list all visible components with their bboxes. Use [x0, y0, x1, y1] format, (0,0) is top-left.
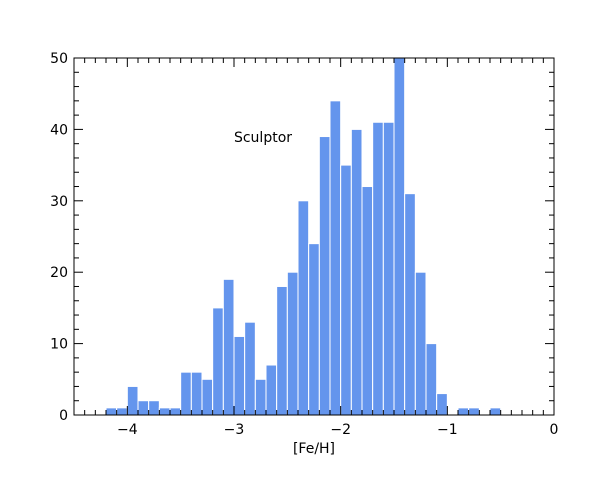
histogram-bar [350, 128, 363, 416]
ticks-group [73, 57, 555, 416]
histogram-bar [361, 186, 374, 416]
x-tick-label: −4 [117, 422, 138, 438]
histogram-bar [116, 407, 128, 416]
y-tick-label: 40 [50, 122, 68, 138]
histogram-bar [404, 193, 416, 416]
histogram-bar [340, 164, 352, 416]
x-tick-label: 0 [550, 422, 559, 438]
histogram-bar [308, 243, 320, 416]
histogram-bar [297, 200, 310, 416]
plot-frame [73, 57, 555, 416]
histogram-bar [276, 285, 288, 416]
histogram-bar [414, 271, 427, 416]
y-tick-label: 0 [59, 408, 68, 424]
histogram-bar [254, 378, 267, 416]
histogram-bar [393, 57, 406, 416]
histogram-bar [286, 271, 299, 416]
y-tick-label: 10 [50, 337, 68, 353]
histogram-bar [169, 407, 182, 416]
histogram-bar [126, 385, 139, 416]
histogram-bar [212, 307, 224, 416]
histogram-bar [457, 407, 470, 416]
histogram-bar [372, 121, 384, 416]
y-tick-label: 30 [50, 194, 68, 210]
histogram-bar [425, 343, 438, 416]
y-tick-label: 50 [50, 51, 68, 67]
bars-group [105, 57, 502, 416]
histogram-bar [180, 371, 192, 416]
histogram-bar [265, 364, 278, 416]
histogram-bar [148, 400, 160, 416]
histogram-bar [137, 400, 150, 416]
histogram-bar [382, 121, 395, 416]
histogram-bar [468, 407, 480, 416]
histogram-bar [329, 100, 342, 416]
histogram-bar [190, 371, 203, 416]
x-axis-label: [Fe/H] [293, 441, 335, 457]
histogram-bar [105, 407, 118, 416]
histogram-bar [436, 393, 448, 416]
histogram-bar [201, 378, 214, 416]
histogram-bar [222, 278, 235, 416]
histogram-bar [233, 335, 246, 416]
x-tick-label: −2 [330, 422, 351, 438]
x-tick-label: −3 [224, 422, 245, 438]
histogram-bar [318, 136, 331, 416]
y-tick-label: 20 [50, 265, 68, 281]
histogram-bar [244, 321, 256, 416]
sculptor-annotation: Sculptor [234, 130, 292, 146]
histogram-bar [158, 407, 171, 416]
x-tick-label: −1 [437, 422, 458, 438]
histogram-bar [489, 407, 502, 416]
tick-labels-group: −4 −3 −2 −1 0 0 10 20 30 40 50 [50, 51, 558, 438]
